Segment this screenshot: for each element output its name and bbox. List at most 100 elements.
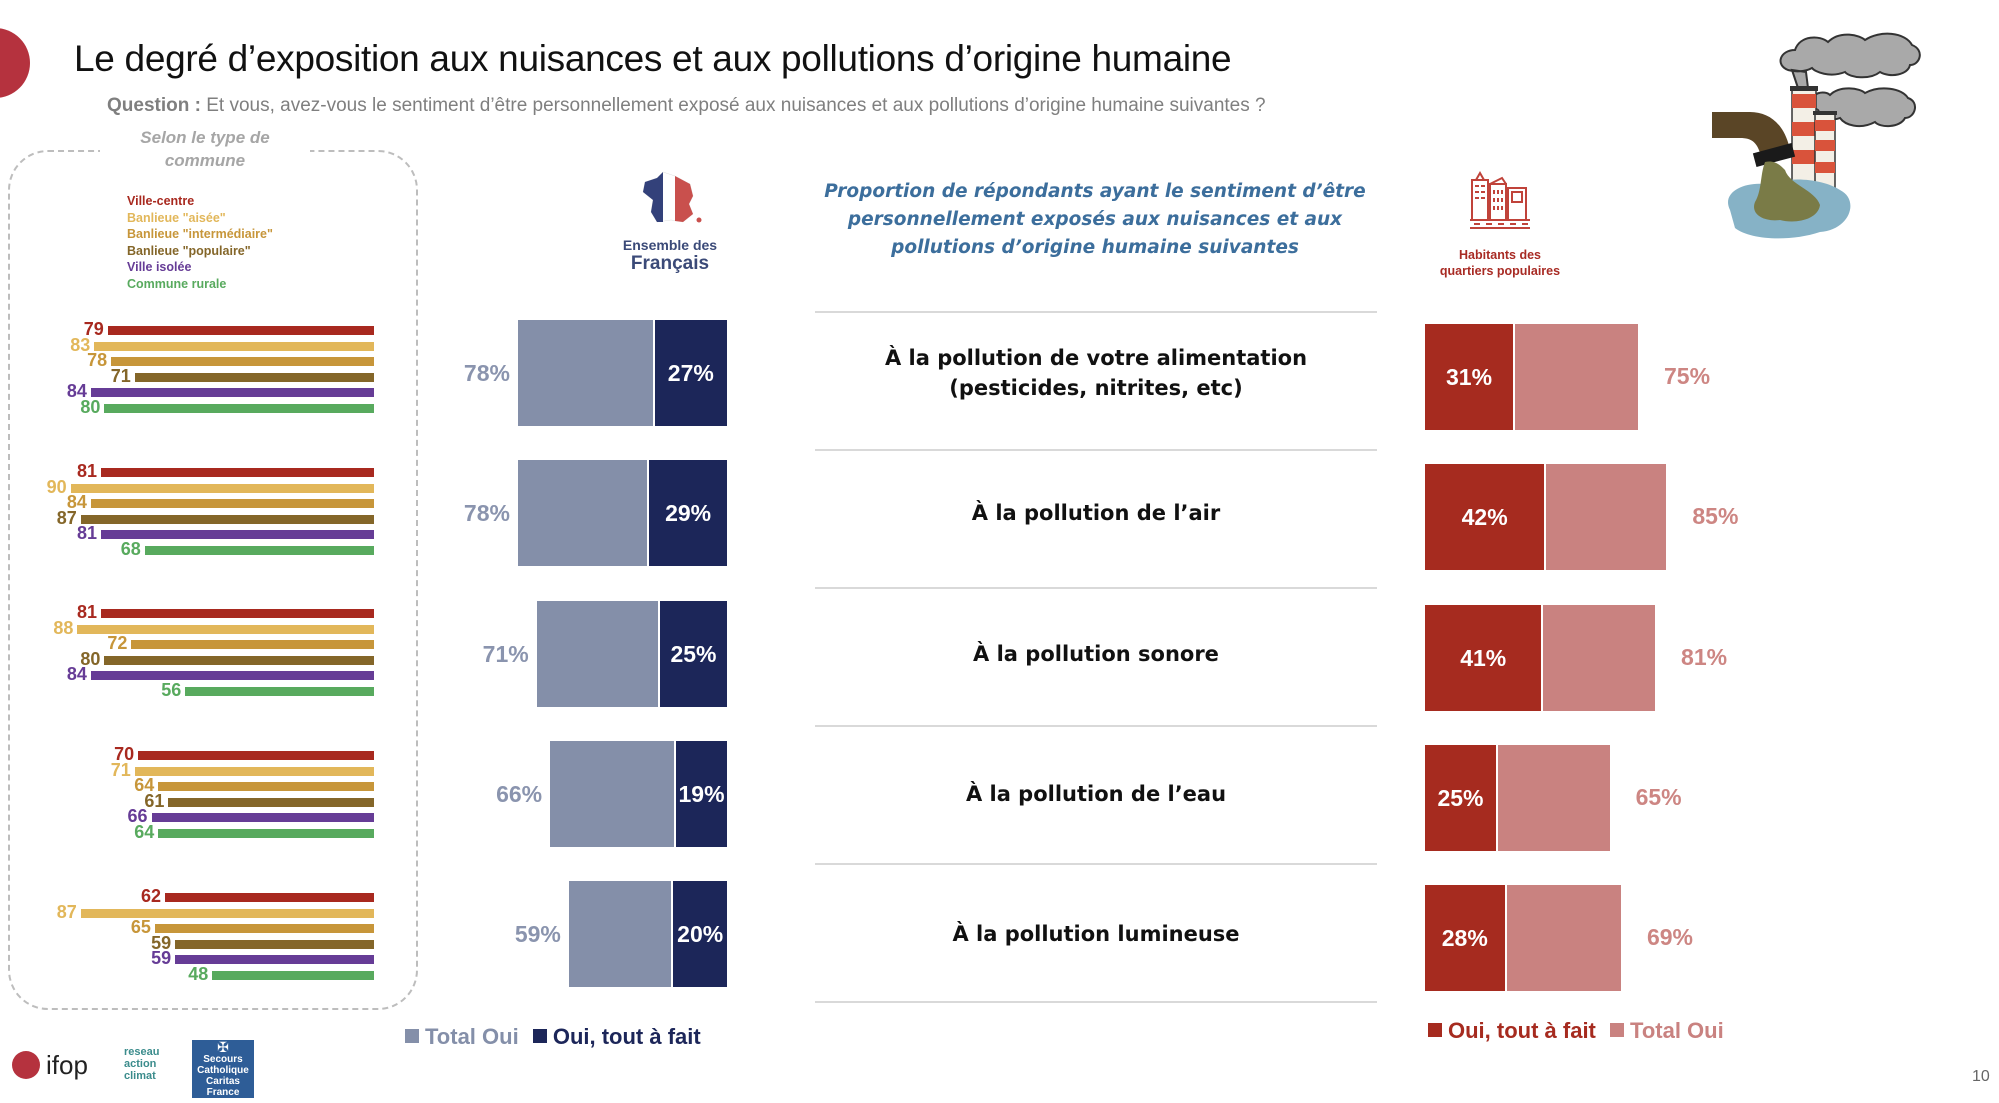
commune-bar [94, 341, 374, 351]
commune-bar [101, 468, 374, 477]
tout-a-fait-bar: 25% [660, 601, 727, 707]
row-separator [815, 1001, 1377, 1003]
quartiers-populaires-header: Habitants des quartiers populaires [1420, 170, 1580, 279]
commune-bar [151, 813, 374, 822]
commune-bar [101, 530, 374, 539]
commune-bar-value: 83 [70, 334, 91, 355]
total-oui-bar [568, 881, 672, 987]
legend-item-banlieue-intermediaire: Banlieue "intermédiaire" [127, 227, 273, 241]
commune-bar-value: 62 [141, 886, 162, 906]
pipe-icon [1712, 112, 1796, 167]
total-oui-bar [1498, 745, 1610, 851]
total-oui-bar [517, 320, 653, 426]
chimney-icon [1790, 86, 1837, 194]
row-separator [815, 587, 1377, 589]
legend-item-banlieue-aisee: Banlieue "aisée" [127, 210, 226, 225]
total-oui-bar [550, 741, 675, 847]
tout-a-fait-value: 28% [1441, 924, 1488, 951]
commune-bar [107, 326, 374, 335]
commune-bar [185, 686, 374, 696]
pollution-item-label: À la pollution de l’air [971, 501, 1221, 525]
commune-bar [175, 939, 374, 949]
total-oui-value: 78% [463, 500, 510, 526]
total-oui-bar [536, 601, 658, 707]
commune-bar-value: 79 [83, 319, 104, 339]
legend-swatch-total-oui [405, 1029, 419, 1043]
reseau-action-climat-logo: reseau action climat [124, 1046, 186, 1082]
tout-a-fait-bar: 29% [649, 460, 727, 566]
quartiers-label-line1: Habitants des [1459, 248, 1541, 262]
polluted-water-icon [1728, 161, 1851, 239]
total-oui-value: 69% [1646, 924, 1693, 950]
commune-bar [131, 640, 374, 649]
commune-bar-value: 81 [76, 461, 98, 481]
commune-bar-value: 88 [53, 617, 74, 638]
commune-bar [77, 624, 374, 634]
commune-bar-value: 61 [144, 790, 165, 811]
commune-bar-value: 68 [120, 538, 141, 559]
commune-legend: Ville-centre Banlieue "aisée" Banlieue "… [127, 193, 273, 292]
total-oui-bar [517, 460, 648, 566]
legend-item-banlieue-populaire: Banlieue "populaire" [127, 243, 251, 258]
center-chart-title: Proportion de répondants ayant le sentim… [824, 181, 1366, 258]
tout-a-fait-value: 25% [670, 640, 717, 667]
ensemble-label-line2: Français [630, 253, 710, 274]
secours-logo-text: Secours Catholique Caritas France [197, 1054, 249, 1098]
commune-bar [212, 970, 374, 980]
commune-bar [175, 955, 374, 964]
commune-bar-value: 64 [134, 775, 155, 795]
total-oui-bar [1546, 464, 1667, 570]
commune-bar-value: 71 [110, 365, 131, 386]
commune-bar [101, 609, 374, 618]
commune-bar-value: 81 [76, 602, 98, 622]
rac-logo-text: reseau action climat [124, 1046, 160, 1082]
legend-item-ville-centre: Ville-centre [127, 194, 195, 208]
question-text: Question : Et vous, avez-vous le sentime… [107, 95, 1266, 117]
ifop-logo: ifop [12, 1040, 88, 1090]
right-legend: Oui, tout à fait Total Oui [1428, 1018, 1724, 1044]
commune-bar-value: 71 [110, 759, 131, 780]
commune-bar-value: 84 [66, 664, 87, 684]
commune-bar [70, 483, 374, 493]
france-flag-map-icon [642, 171, 702, 223]
commune-bar [80, 908, 374, 918]
commune-bar [158, 782, 374, 791]
commune-bar-value: 81 [76, 523, 98, 543]
total-oui-value: 59% [514, 921, 561, 947]
commune-bar [90, 388, 374, 397]
tout-a-fait-value: 25% [1437, 784, 1484, 811]
legend-swatch-total-oui [1610, 1023, 1625, 1037]
total-oui-value: 85% [1692, 503, 1739, 529]
legend-label-tout-a-fait: Oui, tout à fait [1448, 1018, 1596, 1043]
commune-bar [165, 893, 374, 902]
commune-bar [134, 372, 374, 382]
tout-a-fait-bar: 25% [1425, 745, 1496, 851]
tout-a-fait-value: 42% [1461, 503, 1508, 530]
page-title: Le degré d’exposition aux nuisances et a… [74, 38, 1232, 79]
tout-a-fait-bar: 31% [1425, 324, 1514, 430]
total-oui-value: 71% [482, 641, 529, 667]
commune-bar [158, 828, 374, 838]
total-oui-value: 66% [496, 781, 543, 807]
total-oui-value: 81% [1681, 644, 1728, 670]
question-body: Et vous, avez-vous le sentiment d’être p… [200, 95, 1266, 116]
legend-item-commune-rurale: Commune rurale [127, 276, 227, 291]
page-number: 10 [1972, 1068, 1990, 1085]
commune-bar-value: 87 [56, 901, 77, 922]
commune-bar [168, 797, 374, 807]
smoke-icon [1779, 32, 1921, 128]
tout-a-fait-value: 19% [678, 780, 725, 807]
tout-a-fait-value: 31% [1445, 363, 1493, 390]
total-oui-bar [1543, 605, 1656, 711]
pollution-item-label: À la pollution lumineuse [952, 922, 1240, 946]
commune-panel-title: Selon le type de commune [100, 126, 310, 172]
tout-a-fait-bar: 27% [654, 320, 727, 426]
legend-item-ville-isolee: Ville isolée [127, 260, 192, 274]
tout-a-fait-value: 29% [665, 499, 712, 526]
pollution-item-label: À la pollution sonore [973, 642, 1219, 666]
tout-a-fait-bar: 41% [1425, 605, 1542, 711]
legend-swatch-tout-a-fait [532, 1029, 547, 1043]
commune-bar-value: 65 [130, 917, 151, 937]
row-separator [815, 863, 1377, 865]
quartiers-label-line2: quartiers populaires [1439, 264, 1561, 278]
